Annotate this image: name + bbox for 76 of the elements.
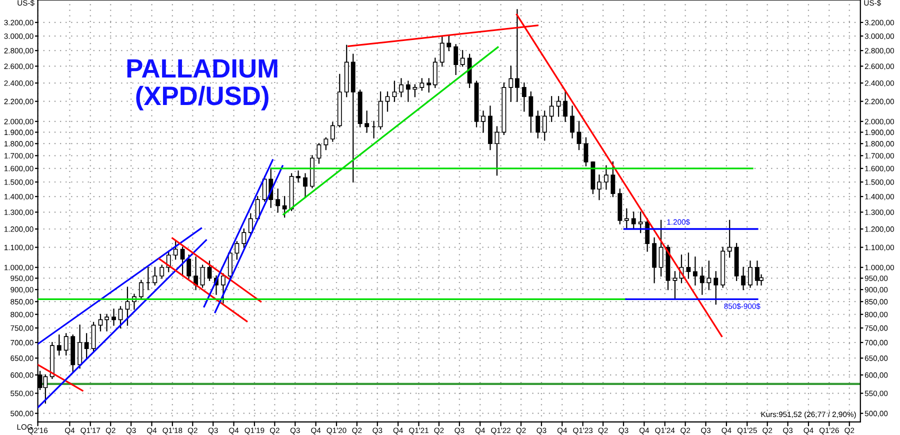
- candlestick: [610, 161, 616, 198]
- candlestick: [200, 264, 205, 288]
- candlestick: [454, 44, 458, 75]
- candlestick: [706, 260, 712, 290]
- candlestick: [392, 80, 397, 102]
- candlestick: [104, 314, 110, 332]
- candlestick: [631, 212, 636, 230]
- candlestick: [714, 271, 718, 305]
- candlestick: [64, 333, 68, 356]
- candlestick: [508, 66, 514, 102]
- candlestick: [173, 241, 178, 260]
- candlestick: [234, 241, 240, 260]
- candlestick: [645, 218, 650, 252]
- candlestick: [91, 322, 96, 352]
- candlestick: [727, 220, 732, 258]
- candlestick: [296, 170, 301, 183]
- candlestick: [248, 213, 253, 235]
- candlestick: [194, 256, 198, 290]
- candlestick: [700, 266, 704, 295]
- candlestick: [324, 137, 328, 150]
- candlestick: [152, 266, 158, 286]
- candlestick: [570, 106, 574, 138]
- candlestick: [481, 110, 486, 133]
- candlestick: [536, 110, 540, 138]
- candlestick: [303, 173, 308, 198]
- candlestick: [741, 266, 746, 290]
- candlestick: [556, 96, 561, 117]
- candlestick: [563, 91, 568, 122]
- candlestick: [385, 91, 390, 112]
- candlestick: [276, 188, 280, 213]
- candlestick: [584, 137, 588, 166]
- candlestick: [604, 165, 608, 190]
- candlestick: [420, 78, 424, 91]
- candlestick: [316, 143, 322, 164]
- candlestick: [494, 126, 500, 176]
- candlestick: [180, 246, 185, 277]
- candlestick: [364, 110, 370, 133]
- candlestick: [112, 308, 116, 326]
- candlestick: [549, 96, 554, 122]
- candlestick: [399, 78, 404, 98]
- candlestick: [138, 280, 144, 300]
- candlestick: [658, 220, 664, 277]
- candlestick: [440, 36, 444, 67]
- candlestick: [228, 250, 232, 281]
- candlestick: [748, 260, 752, 288]
- candlestick: [330, 122, 335, 142]
- text: PALLADIUM (XPD/USD): [127, 59, 278, 110]
- candlestick: [638, 212, 643, 234]
- candlestick: [242, 228, 246, 248]
- candlestick: [84, 333, 89, 359]
- candlestick: [432, 58, 438, 88]
- candlestick: [78, 324, 82, 369]
- candlestick: [412, 84, 418, 98]
- candlestick: [426, 78, 432, 93]
- candlestick: [672, 271, 678, 300]
- candlestick: [56, 334, 62, 356]
- candlestick: [576, 120, 582, 150]
- candlestick: [652, 237, 657, 284]
- candlestick: [514, 9, 520, 102]
- candlestick: [186, 254, 192, 279]
- candlestick: [125, 286, 130, 326]
- candlestick: [528, 91, 534, 133]
- candlestick: [460, 50, 465, 67]
- candlestick: [207, 260, 212, 281]
- candlestick: [446, 35, 452, 52]
- candlestick: [624, 208, 629, 230]
- candlestick: [597, 174, 602, 200]
- candlestick: [686, 252, 691, 279]
- candlestick: [542, 110, 547, 141]
- candlestick: [755, 260, 760, 286]
- candlestick: [221, 273, 226, 304]
- candlestick: [522, 82, 526, 112]
- candlestick: [282, 196, 287, 218]
- candlestick: [692, 256, 698, 286]
- candlestick: [160, 264, 164, 279]
- candlestick: [406, 80, 410, 102]
